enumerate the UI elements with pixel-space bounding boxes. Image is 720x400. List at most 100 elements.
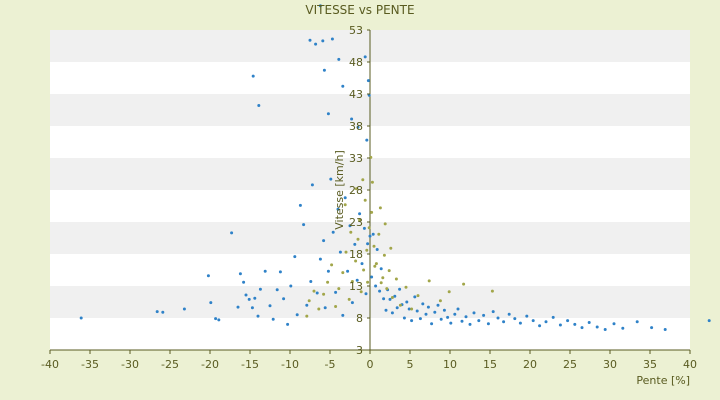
blue-point [214, 317, 218, 321]
blue-point [531, 319, 535, 323]
blue-point [334, 290, 338, 294]
blue-point [635, 320, 639, 324]
olive-point [341, 271, 345, 275]
blue-point [405, 300, 409, 304]
olive-point [374, 262, 378, 266]
blue-point [482, 313, 486, 317]
y-tick-label: 48 [349, 56, 363, 69]
blue-point [366, 242, 370, 246]
olive-point [370, 180, 374, 184]
blue-point [209, 301, 213, 305]
blue-point [318, 4, 322, 8]
olive-point [334, 305, 338, 308]
blue-point [355, 278, 359, 282]
blue-point [155, 310, 159, 314]
blue-point [398, 287, 402, 291]
y-tick-label: 53 [349, 24, 363, 37]
blue-point [368, 234, 372, 238]
blue-point [374, 284, 378, 288]
x-tick-label: -40 [41, 358, 59, 371]
x-tick-label: -30 [121, 358, 139, 371]
olive-point [378, 206, 382, 210]
x-tick-label: 25 [563, 358, 577, 371]
blue-point [350, 117, 354, 121]
blue-point [502, 320, 506, 324]
blue-point [251, 74, 255, 78]
olive-point [366, 280, 370, 284]
x-tick-label: 10 [443, 358, 457, 371]
blue-point [337, 57, 341, 61]
olive-point [410, 307, 414, 311]
blue-point [413, 295, 417, 299]
blue-point [430, 322, 434, 326]
x-tick-label: 35 [643, 358, 657, 371]
x-axis: -40 -35 -30 -25 -20 -15 -10 -5 0 5 10 15 20 25 30 35 40 [41, 350, 697, 371]
olive-point [337, 287, 341, 291]
blue-point [315, 291, 319, 295]
olive-point [382, 253, 386, 257]
blue-point [612, 322, 616, 326]
blue-point [318, 257, 322, 261]
y-tick-label: 18 [349, 248, 363, 261]
blue-point [268, 304, 272, 308]
olive-point [307, 299, 311, 303]
blue-point [230, 231, 234, 235]
blue-point [322, 68, 326, 72]
blue-point [446, 315, 450, 319]
olive-point [373, 264, 377, 268]
olive-point [370, 210, 374, 214]
blue-point [402, 316, 406, 320]
blue-point [415, 309, 419, 313]
olive-point [367, 226, 371, 230]
olive-point [462, 282, 466, 286]
blue-point [558, 323, 562, 327]
blue-point [253, 296, 257, 300]
blue-point [363, 55, 367, 59]
olive-point [490, 289, 494, 293]
blue-point [375, 248, 379, 251]
blue-point [346, 269, 350, 273]
x-tick-label: -15 [241, 358, 259, 371]
y-tick-label: 8 [356, 312, 363, 325]
blue-point [433, 310, 437, 314]
x-tick-label: 0 [367, 358, 374, 371]
olive-point [377, 232, 381, 236]
blue-point [331, 230, 335, 234]
blue-point [603, 328, 607, 331]
blue-point [378, 289, 382, 293]
blue-point [79, 316, 83, 320]
blue-point [573, 322, 577, 326]
blue-point [356, 125, 360, 129]
blue-point [310, 183, 314, 187]
olive-point [369, 155, 373, 159]
blue-point [544, 320, 548, 324]
blue-point [353, 242, 357, 246]
blue-point [496, 316, 500, 320]
blue-point [491, 310, 495, 314]
olive-point [381, 276, 385, 280]
olive-point [404, 285, 408, 289]
blue-point [238, 272, 242, 276]
x-tick-label: -20 [201, 358, 219, 371]
olive-point [330, 263, 334, 267]
blue-point [206, 274, 210, 278]
blue-point [367, 93, 371, 97]
blue-point [295, 313, 299, 317]
olive-point [447, 290, 451, 294]
blue-point [263, 269, 267, 273]
blue-point [247, 297, 251, 301]
olive-point [358, 218, 362, 222]
x-tick-label: -10 [281, 358, 299, 371]
blue-point [464, 315, 468, 319]
x-tick-label: 40 [683, 358, 697, 371]
olive-point [385, 287, 389, 291]
y-tick-label: 13 [349, 280, 363, 293]
blue-point [388, 297, 392, 301]
olive-point [359, 290, 363, 294]
y-tick-label: 38 [349, 120, 363, 133]
blue-point [341, 84, 345, 88]
blue-point [308, 38, 312, 42]
blue-point [258, 287, 262, 291]
x-tick-label: 20 [523, 358, 537, 371]
